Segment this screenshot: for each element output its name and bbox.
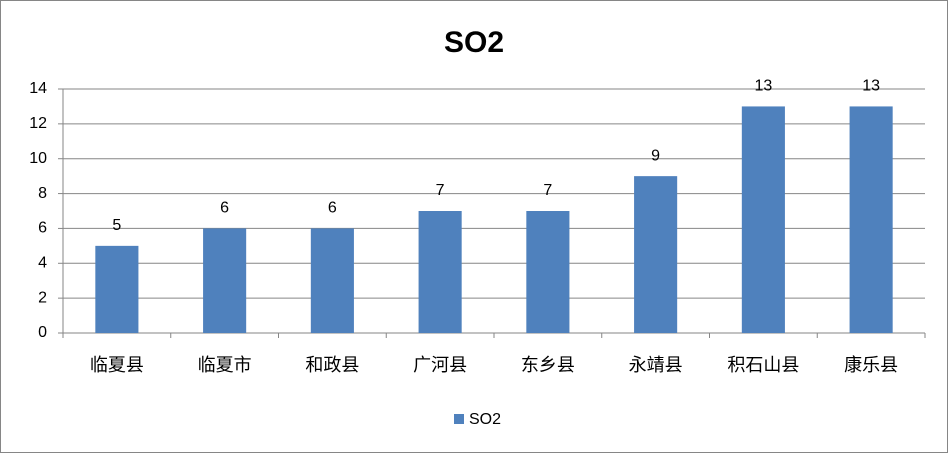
x-tick-label: 临夏市 xyxy=(198,355,252,375)
x-tick-label: 和政县 xyxy=(305,355,359,375)
x-tick-label: 积石山县 xyxy=(727,355,799,375)
bar xyxy=(418,211,462,333)
x-tick-label: 广河县 xyxy=(413,355,467,375)
x-tick-label: 临夏县 xyxy=(90,355,144,375)
data-label: 13 xyxy=(754,78,772,95)
data-label: 6 xyxy=(220,200,229,217)
legend-swatch xyxy=(454,414,464,424)
data-label: 6 xyxy=(328,200,337,217)
x-tick-label: 东乡县 xyxy=(521,355,575,375)
y-tick-label: 14 xyxy=(29,80,47,97)
y-tick-label: 10 xyxy=(29,150,47,167)
bar xyxy=(310,228,354,333)
bar xyxy=(741,106,785,333)
bar xyxy=(203,228,247,333)
y-tick-label: 2 xyxy=(38,289,47,306)
data-label: 13 xyxy=(862,78,880,95)
data-label: 7 xyxy=(543,182,552,199)
data-label: 7 xyxy=(436,182,445,199)
y-tick-label: 12 xyxy=(29,115,47,132)
y-tick-label: 6 xyxy=(38,220,47,237)
bar xyxy=(95,245,139,333)
y-tick-label: 0 xyxy=(38,324,47,341)
legend-label: SO2 xyxy=(469,411,501,428)
bar xyxy=(634,176,678,333)
x-tick-label: 康乐县 xyxy=(844,355,898,375)
bar xyxy=(526,211,570,333)
data-label: 5 xyxy=(112,217,121,234)
x-tick-label: 永靖县 xyxy=(629,355,683,375)
data-label: 9 xyxy=(651,147,660,164)
chart-title: SO2 xyxy=(444,26,504,59)
y-tick-label: 4 xyxy=(38,255,47,272)
bar xyxy=(849,106,893,333)
y-tick-label: 8 xyxy=(38,185,47,202)
